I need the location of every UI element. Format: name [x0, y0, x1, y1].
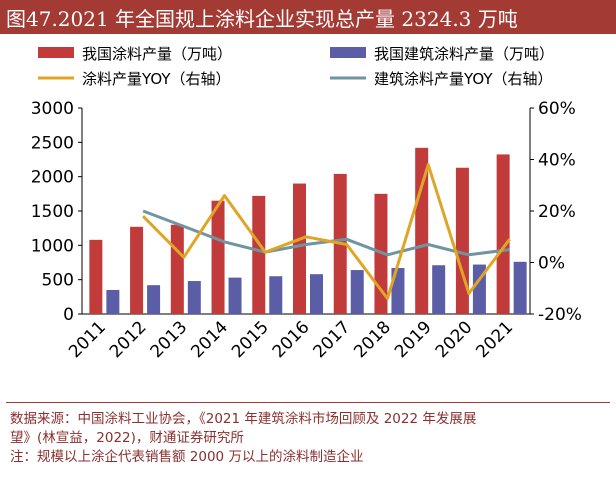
- left-tick-label: 1500: [31, 202, 74, 222]
- bar-arch-2012: [147, 285, 161, 314]
- chart: 我国涂料产量（万吨） 我国建筑涂料产量（万吨） 涂料产量YOY（右轴） 建筑涂料产量Y…: [31, 45, 582, 362]
- bar-coating-2016: [293, 183, 306, 314]
- legend-label-1: 我国涂料产量（万吨）: [82, 45, 232, 63]
- right-tick-label: 0%: [538, 254, 565, 274]
- left-tick-label: 0: [63, 305, 74, 325]
- x-tick-label: 2020: [432, 317, 477, 362]
- bar-arch-2013: [187, 281, 201, 314]
- bar-arch-2014: [228, 277, 242, 314]
- chart-title: 图47.2021 年全国规上涂料企业实现总产量 2324.3 万吨: [6, 7, 518, 31]
- note-text: 注：规模以上涂企代表销售额 2000 万以上的涂料制造企业: [10, 449, 364, 465]
- bar-arch-2015: [269, 276, 283, 314]
- x-tick-label: 2019: [391, 317, 436, 362]
- x-tick-label: 2012: [106, 317, 151, 362]
- left-tick-label: 2000: [31, 168, 74, 188]
- bar-coating-2014: [211, 200, 225, 314]
- bar-coating-2019: [415, 147, 429, 314]
- right-tick-label: 40%: [538, 151, 576, 171]
- bar-arch-2016: [310, 274, 323, 314]
- right-tick-label: 60%: [538, 99, 576, 119]
- line-coating-yoy: [142, 163, 511, 301]
- legend-label-4: 建筑涂料产量YOY（右轴）: [374, 70, 553, 88]
- legend-swatch-1: [38, 47, 74, 58]
- x-tick-label: 2017: [310, 317, 355, 362]
- source-block: 数据来源：中国涂料工业协会，《2021 年建筑涂料市场回顾及 2022 年发展展…: [10, 410, 610, 467]
- bar-arch-2019: [432, 265, 446, 314]
- bar-coating-2013: [170, 224, 184, 314]
- title-bar: 图47.2021 年全国规上涂料企业实现总产量 2324.3 万吨: [0, 0, 616, 34]
- right-tick-label: -20%: [538, 305, 582, 325]
- bar-arch-2021: [513, 261, 527, 314]
- source-text-line2: 望》(林宣益，2022)，财通证券研究所: [10, 430, 244, 446]
- legend-label-3: 涂料产量YOY（右轴）: [82, 70, 231, 88]
- x-tick-label: 2018: [350, 317, 395, 362]
- x-tick-label: 2014: [187, 317, 232, 362]
- bar-coating-2021: [496, 154, 510, 314]
- x-tick-label: 2013: [147, 317, 192, 362]
- legend-label-2: 我国建筑涂料产量（万吨）: [374, 45, 554, 63]
- bar-arch-2017: [350, 270, 364, 314]
- right-tick-label: 20%: [538, 202, 576, 222]
- legend-swatch-2: [330, 47, 366, 58]
- left-tick-label: 500: [42, 271, 74, 291]
- left-tick-label: 1000: [31, 236, 74, 256]
- source-text-line1: 数据来源：中国涂料工业协会，《2021 年建筑涂料市场回顾及 2022 年发展展: [10, 411, 477, 427]
- bar-coating-2012: [130, 226, 144, 314]
- bar-coating-2011: [89, 239, 103, 314]
- left-tick-label: 2500: [31, 133, 74, 153]
- bar-coating-2020: [455, 167, 469, 314]
- x-tick-label: 2015: [228, 317, 273, 362]
- left-tick-label: 3000: [31, 99, 74, 119]
- footer-divider: [6, 402, 610, 403]
- bar-coating-2015: [252, 195, 266, 314]
- x-tick-label: 2021: [472, 317, 517, 362]
- x-tick-label: 2016: [269, 317, 314, 362]
- bar-arch-2011: [106, 289, 120, 314]
